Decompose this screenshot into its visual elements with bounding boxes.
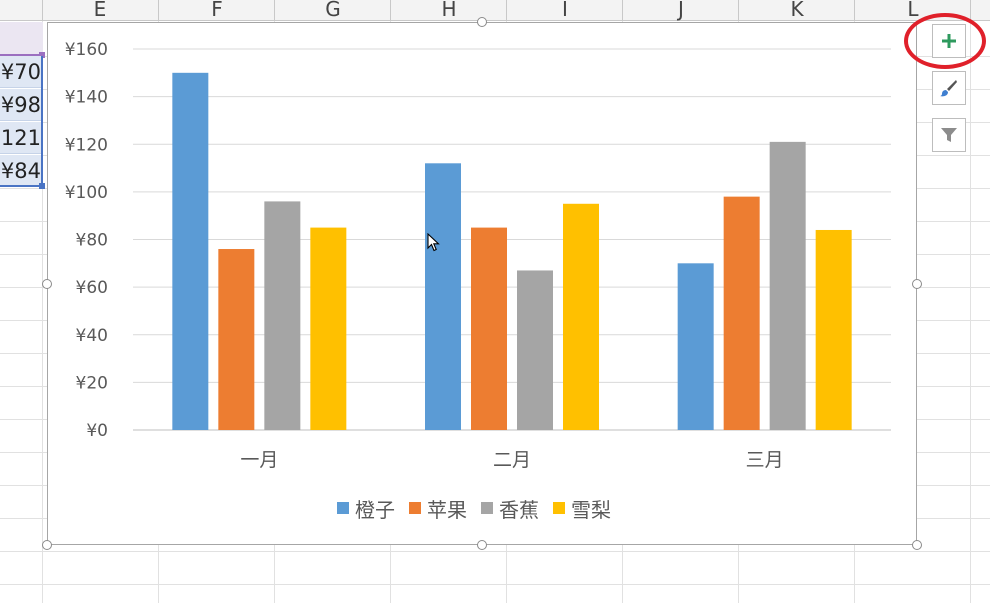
column-separator[interactable] <box>854 0 855 21</box>
chart-elements-button[interactable] <box>932 24 966 58</box>
column-header-label: G <box>325 0 341 21</box>
y-tick-label: ¥100 <box>65 183 108 203</box>
column-separator[interactable] <box>622 0 623 21</box>
column-separator[interactable] <box>970 0 971 21</box>
column-header-label: I <box>562 0 568 21</box>
x-category-label: 三月 <box>746 449 784 471</box>
cell-value[interactable]: ¥84 <box>0 155 43 187</box>
column-separator[interactable] <box>390 0 391 21</box>
legend-item[interactable]: 苹果 <box>409 494 467 523</box>
legend-swatch <box>409 502 421 514</box>
bar-0-3[interactable] <box>310 227 347 430</box>
paintbrush-icon <box>940 80 957 97</box>
cell-value[interactable]: ¥98 <box>0 89 43 121</box>
resize-handle-bottom[interactable] <box>477 540 487 550</box>
x-category-label: 一月 <box>240 449 278 471</box>
range-handle-purple[interactable] <box>39 52 45 58</box>
y-tick-label: ¥40 <box>76 326 108 346</box>
bar-0-1[interactable] <box>218 249 255 430</box>
x-category-label: 二月 <box>493 449 531 471</box>
resize-handle-bottom-left[interactable] <box>42 540 52 550</box>
grid-line <box>42 21 43 603</box>
resize-handle-bottom-right[interactable] <box>912 540 922 550</box>
range-fill-handle[interactable] <box>39 183 45 189</box>
bar-1-1[interactable] <box>471 227 507 430</box>
y-tick-label: ¥80 <box>76 231 108 251</box>
y-tick-label: ¥20 <box>76 373 108 393</box>
column-header-label: H <box>441 0 457 21</box>
bar-1-3[interactable] <box>563 203 599 430</box>
mouse-cursor-icon <box>427 233 440 252</box>
legend-item[interactable]: 雪梨 <box>553 494 611 523</box>
column-separator[interactable] <box>274 0 275 21</box>
column-chart[interactable]: ¥0 ¥20 ¥40 ¥60 ¥80 ¥100 ¥120 ¥140 ¥160 一月 二月 三月 <box>48 23 916 544</box>
column-separator[interactable] <box>42 0 43 21</box>
legend-swatch <box>481 502 493 514</box>
plus-icon <box>942 34 956 48</box>
cell-value[interactable]: 121 <box>0 122 43 154</box>
chart-legend[interactable]: 橙子 苹果 香蕉 雪梨 <box>337 494 611 523</box>
grid-line <box>0 584 990 585</box>
column-header-label: L <box>907 0 919 21</box>
y-tick-label: ¥60 <box>76 278 108 298</box>
grid-line <box>970 21 971 603</box>
column-header-label: K <box>790 0 804 21</box>
legend-label: 雪梨 <box>571 497 611 522</box>
bar-2-1[interactable] <box>723 196 760 430</box>
column-separator[interactable] <box>158 0 159 21</box>
legend-item[interactable]: 香蕉 <box>481 494 539 523</box>
legend-swatch <box>553 502 565 514</box>
resize-handle-right[interactable] <box>912 279 922 289</box>
bar-0-2[interactable] <box>264 201 301 430</box>
cell-value[interactable]: ¥70 <box>0 56 43 88</box>
chart-filters-button[interactable] <box>932 118 966 152</box>
y-tick-label: ¥140 <box>65 88 108 108</box>
bar-1-2[interactable] <box>517 270 553 430</box>
column-header-label: F <box>211 0 223 21</box>
column-separator[interactable] <box>738 0 739 21</box>
cell-header-selected[interactable] <box>0 22 43 56</box>
legend-label: 橙子 <box>355 497 395 522</box>
bar-0-0[interactable] <box>172 72 209 430</box>
bar-2-0[interactable] <box>677 263 714 430</box>
chart-styles-button[interactable] <box>932 71 966 105</box>
bar-1-0[interactable] <box>425 163 461 431</box>
y-tick-label: ¥0 <box>86 421 108 441</box>
funnel-icon <box>941 128 957 142</box>
grid-line <box>0 551 990 552</box>
column-separator[interactable] <box>506 0 507 21</box>
column-header-bar: E F G H I J K L <box>0 0 990 21</box>
column-header-label: J <box>678 0 684 21</box>
bar-2-2[interactable] <box>769 141 806 430</box>
legend-item[interactable]: 橙子 <box>337 494 395 523</box>
y-tick-label: ¥120 <box>65 135 108 155</box>
legend-swatch <box>337 502 349 514</box>
column-header-label: E <box>93 0 107 21</box>
resize-handle-top[interactable] <box>477 17 487 27</box>
bar-2-3[interactable] <box>815 229 852 430</box>
legend-label: 香蕉 <box>499 497 539 522</box>
resize-handle-left[interactable] <box>42 279 52 289</box>
chart-area[interactable]: ¥0 ¥20 ¥40 ¥60 ¥80 ¥100 ¥120 ¥140 ¥160 一月 二月 三月 <box>47 22 917 545</box>
y-tick-label: ¥160 <box>65 40 108 60</box>
legend-label: 苹果 <box>427 497 467 522</box>
